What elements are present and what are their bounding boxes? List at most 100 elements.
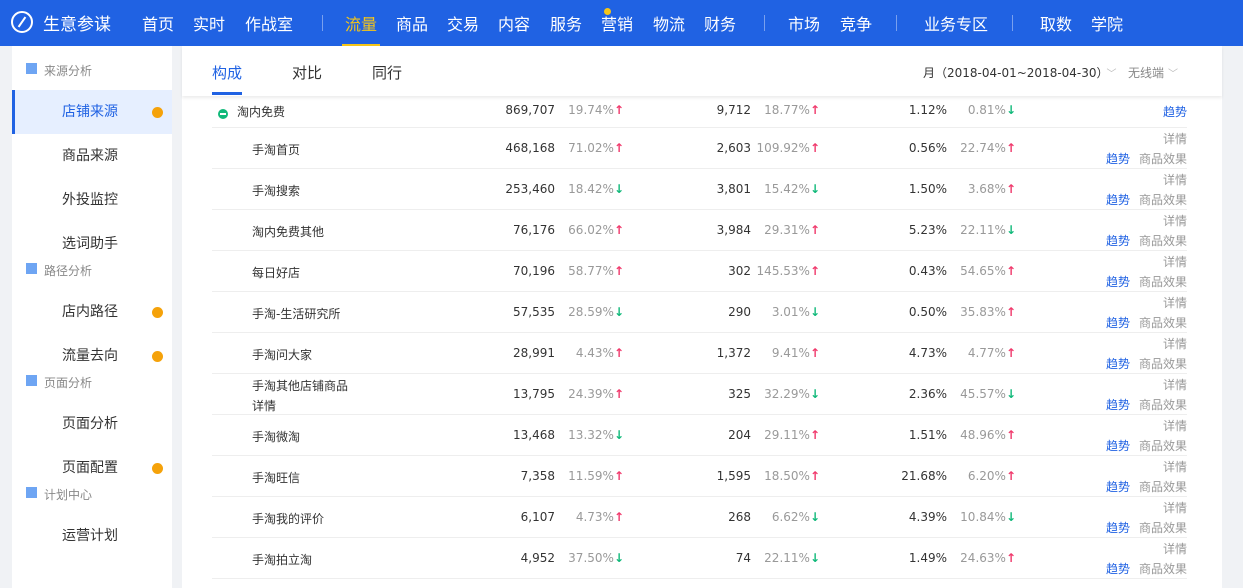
product-effect-link[interactable]: 商品效果 <box>1138 152 1187 166</box>
metric-value: 0.50% <box>908 305 947 319</box>
nav-0[interactable]: 首页 <box>142 15 175 34</box>
trend-link[interactable]: 趋势 <box>1105 193 1130 207</box>
detail-link[interactable]: 详情 <box>1162 214 1187 228</box>
sidebar-item[interactable]: 外投监控 <box>12 178 172 222</box>
source-name: 手淘搜索 <box>252 184 301 198</box>
nav-13[interactable]: 业务专区 <box>924 15 989 34</box>
collapse-icon[interactable] <box>218 109 228 119</box>
table-row: 手淘旺信 7,358 11.59%↑ 1,595 18.50%↑ 21.68% 6.20%↑… <box>212 456 1187 497</box>
metric-value: 74 <box>735 551 751 565</box>
product-effect-link[interactable]: 商品效果 <box>1138 439 1187 453</box>
metric-value: 325 <box>728 387 751 401</box>
nav-3[interactable]: 流量 <box>341 11 381 47</box>
nav-8[interactable]: 营销 <box>601 15 634 34</box>
sidebar-item[interactable]: 页面分析 <box>12 402 172 446</box>
change-percent: 66.02%↑ <box>568 223 624 237</box>
row-actions: 趋势 商品效果 <box>1106 273 1187 290</box>
tab-0[interactable]: 构成 <box>212 64 243 95</box>
change-percent: 4.77%↑ <box>968 346 1016 360</box>
trend-link[interactable]: 趋势 <box>1162 105 1187 119</box>
brand-name[interactable]: 生意参谋 <box>43 15 111 35</box>
change-percent: 0.81%↓ <box>968 103 1016 117</box>
sidebar-item[interactable]: 流量去向 <box>12 334 172 378</box>
arrow-down-icon: ↓ <box>1005 223 1016 237</box>
status-dot <box>152 307 163 318</box>
nav-14[interactable]: 取数 <box>1040 15 1073 34</box>
nav-10[interactable]: 财务 <box>704 15 737 34</box>
tab-bar: 月（2018-04-01~2018-04-30） ﹀ 无线端 ﹀ 构成 对比 同行 <box>182 46 1222 96</box>
nav-7[interactable]: 服务 <box>550 15 583 34</box>
date-range-select[interactable]: 月（2018-04-01~2018-04-30） ﹀ <box>923 64 1117 81</box>
trend-link[interactable]: 趋势 <box>1105 357 1130 371</box>
source-name: 手淘首页 <box>252 143 301 157</box>
detail-link[interactable]: 详情 <box>1162 337 1187 351</box>
product-effect-link[interactable]: 商品效果 <box>1138 562 1187 576</box>
nav-15[interactable]: 学院 <box>1091 15 1124 34</box>
metric-value: 1.49% <box>908 551 947 565</box>
nav-1[interactable]: 实时 <box>193 15 226 34</box>
product-effect-link[interactable]: 商品效果 <box>1138 234 1187 248</box>
percent-text: 9.41% <box>771 346 810 360</box>
change-percent: 22.11%↓ <box>960 223 1016 237</box>
device-select[interactable]: 无线端 ﹀ <box>1128 64 1178 81</box>
nav-divider <box>896 15 897 31</box>
product-effect-link[interactable]: 商品效果 <box>1138 398 1187 412</box>
trend-link[interactable]: 趋势 <box>1105 521 1130 535</box>
sidebar-item[interactable]: 商品来源 <box>12 134 172 178</box>
change-percent: 9.41%↑ <box>772 346 820 360</box>
nav-11[interactable]: 市场 <box>788 15 821 34</box>
percent-text: 54.65% <box>960 264 1006 278</box>
trend-link[interactable]: 趋势 <box>1105 316 1130 330</box>
product-effect-link[interactable]: 商品效果 <box>1138 275 1187 289</box>
trend-link[interactable]: 趋势 <box>1105 152 1130 166</box>
detail-link[interactable]: 详情 <box>1162 255 1187 269</box>
percent-text: 66.02% <box>568 223 614 237</box>
percent-text: 48.96% <box>960 428 1006 442</box>
sidebar-item[interactable]: 选词助手 <box>12 222 172 266</box>
nav-5[interactable]: 交易 <box>447 15 480 34</box>
sidebar-item[interactable]: 店铺来源 <box>12 90 172 134</box>
product-effect-link[interactable]: 商品效果 <box>1138 521 1187 535</box>
nav-9[interactable]: 物流 <box>653 15 686 34</box>
arrow-down-icon: ↓ <box>1005 510 1016 524</box>
change-percent: 37.50%↓ <box>568 551 624 565</box>
product-effect-link[interactable]: 商品效果 <box>1138 357 1187 371</box>
trend-link[interactable]: 趋势 <box>1105 562 1130 576</box>
metric-value: 2.36% <box>908 387 947 401</box>
detail-link[interactable]: 详情 <box>1162 542 1187 556</box>
detail-link[interactable]: 详情 <box>1162 419 1187 433</box>
sidebar-item[interactable]: 店内路径 <box>12 290 172 334</box>
change-percent: 29.31%↑ <box>764 223 820 237</box>
percent-text: 32.29% <box>764 387 810 401</box>
percent-text: 13.32% <box>568 428 614 442</box>
metric-value: 4.39% <box>908 510 947 524</box>
sidebar-item[interactable]: 页面配置 <box>12 446 172 490</box>
tab-2[interactable]: 同行 <box>372 64 403 82</box>
nav-2[interactable]: 作战室 <box>245 15 294 34</box>
arrow-up-icon: ↑ <box>1005 469 1016 483</box>
nav-4[interactable]: 商品 <box>396 15 429 34</box>
detail-link[interactable]: 详情 <box>1162 296 1187 310</box>
detail-link[interactable]: 详情 <box>1162 173 1187 187</box>
product-effect-link[interactable]: 商品效果 <box>1138 193 1187 207</box>
product-effect-link[interactable]: 商品效果 <box>1138 316 1187 330</box>
arrow-up-icon: ↑ <box>613 387 624 401</box>
trend-link[interactable]: 趋势 <box>1105 275 1130 289</box>
detail-link[interactable]: 详情 <box>1162 501 1187 515</box>
trend-link[interactable]: 趋势 <box>1105 480 1130 494</box>
detail-link[interactable]: 详情 <box>1162 132 1187 146</box>
metric-value: 1,372 <box>716 346 751 360</box>
trend-link[interactable]: 趋势 <box>1105 234 1130 248</box>
detail-link[interactable]: 详情 <box>1162 378 1187 392</box>
nav-6[interactable]: 内容 <box>498 15 531 34</box>
table-row-parent: 淘内免费 869,707 19.74%↑ 9,712 18.77%↑ 1.12% 0.81%… <box>212 96 1187 128</box>
chevron-down-icon: ﹀ <box>1168 69 1179 80</box>
sidebar-item[interactable]: 运营计划 <box>12 514 172 558</box>
trend-link[interactable]: 趋势 <box>1105 398 1130 412</box>
nav-12[interactable]: 竞争 <box>840 15 873 34</box>
detail-link[interactable]: 详情 <box>1162 460 1187 474</box>
change-percent: 24.39%↑ <box>568 387 624 401</box>
tab-1[interactable]: 对比 <box>292 64 323 82</box>
product-effect-link[interactable]: 商品效果 <box>1138 480 1187 494</box>
trend-link[interactable]: 趋势 <box>1105 439 1130 453</box>
